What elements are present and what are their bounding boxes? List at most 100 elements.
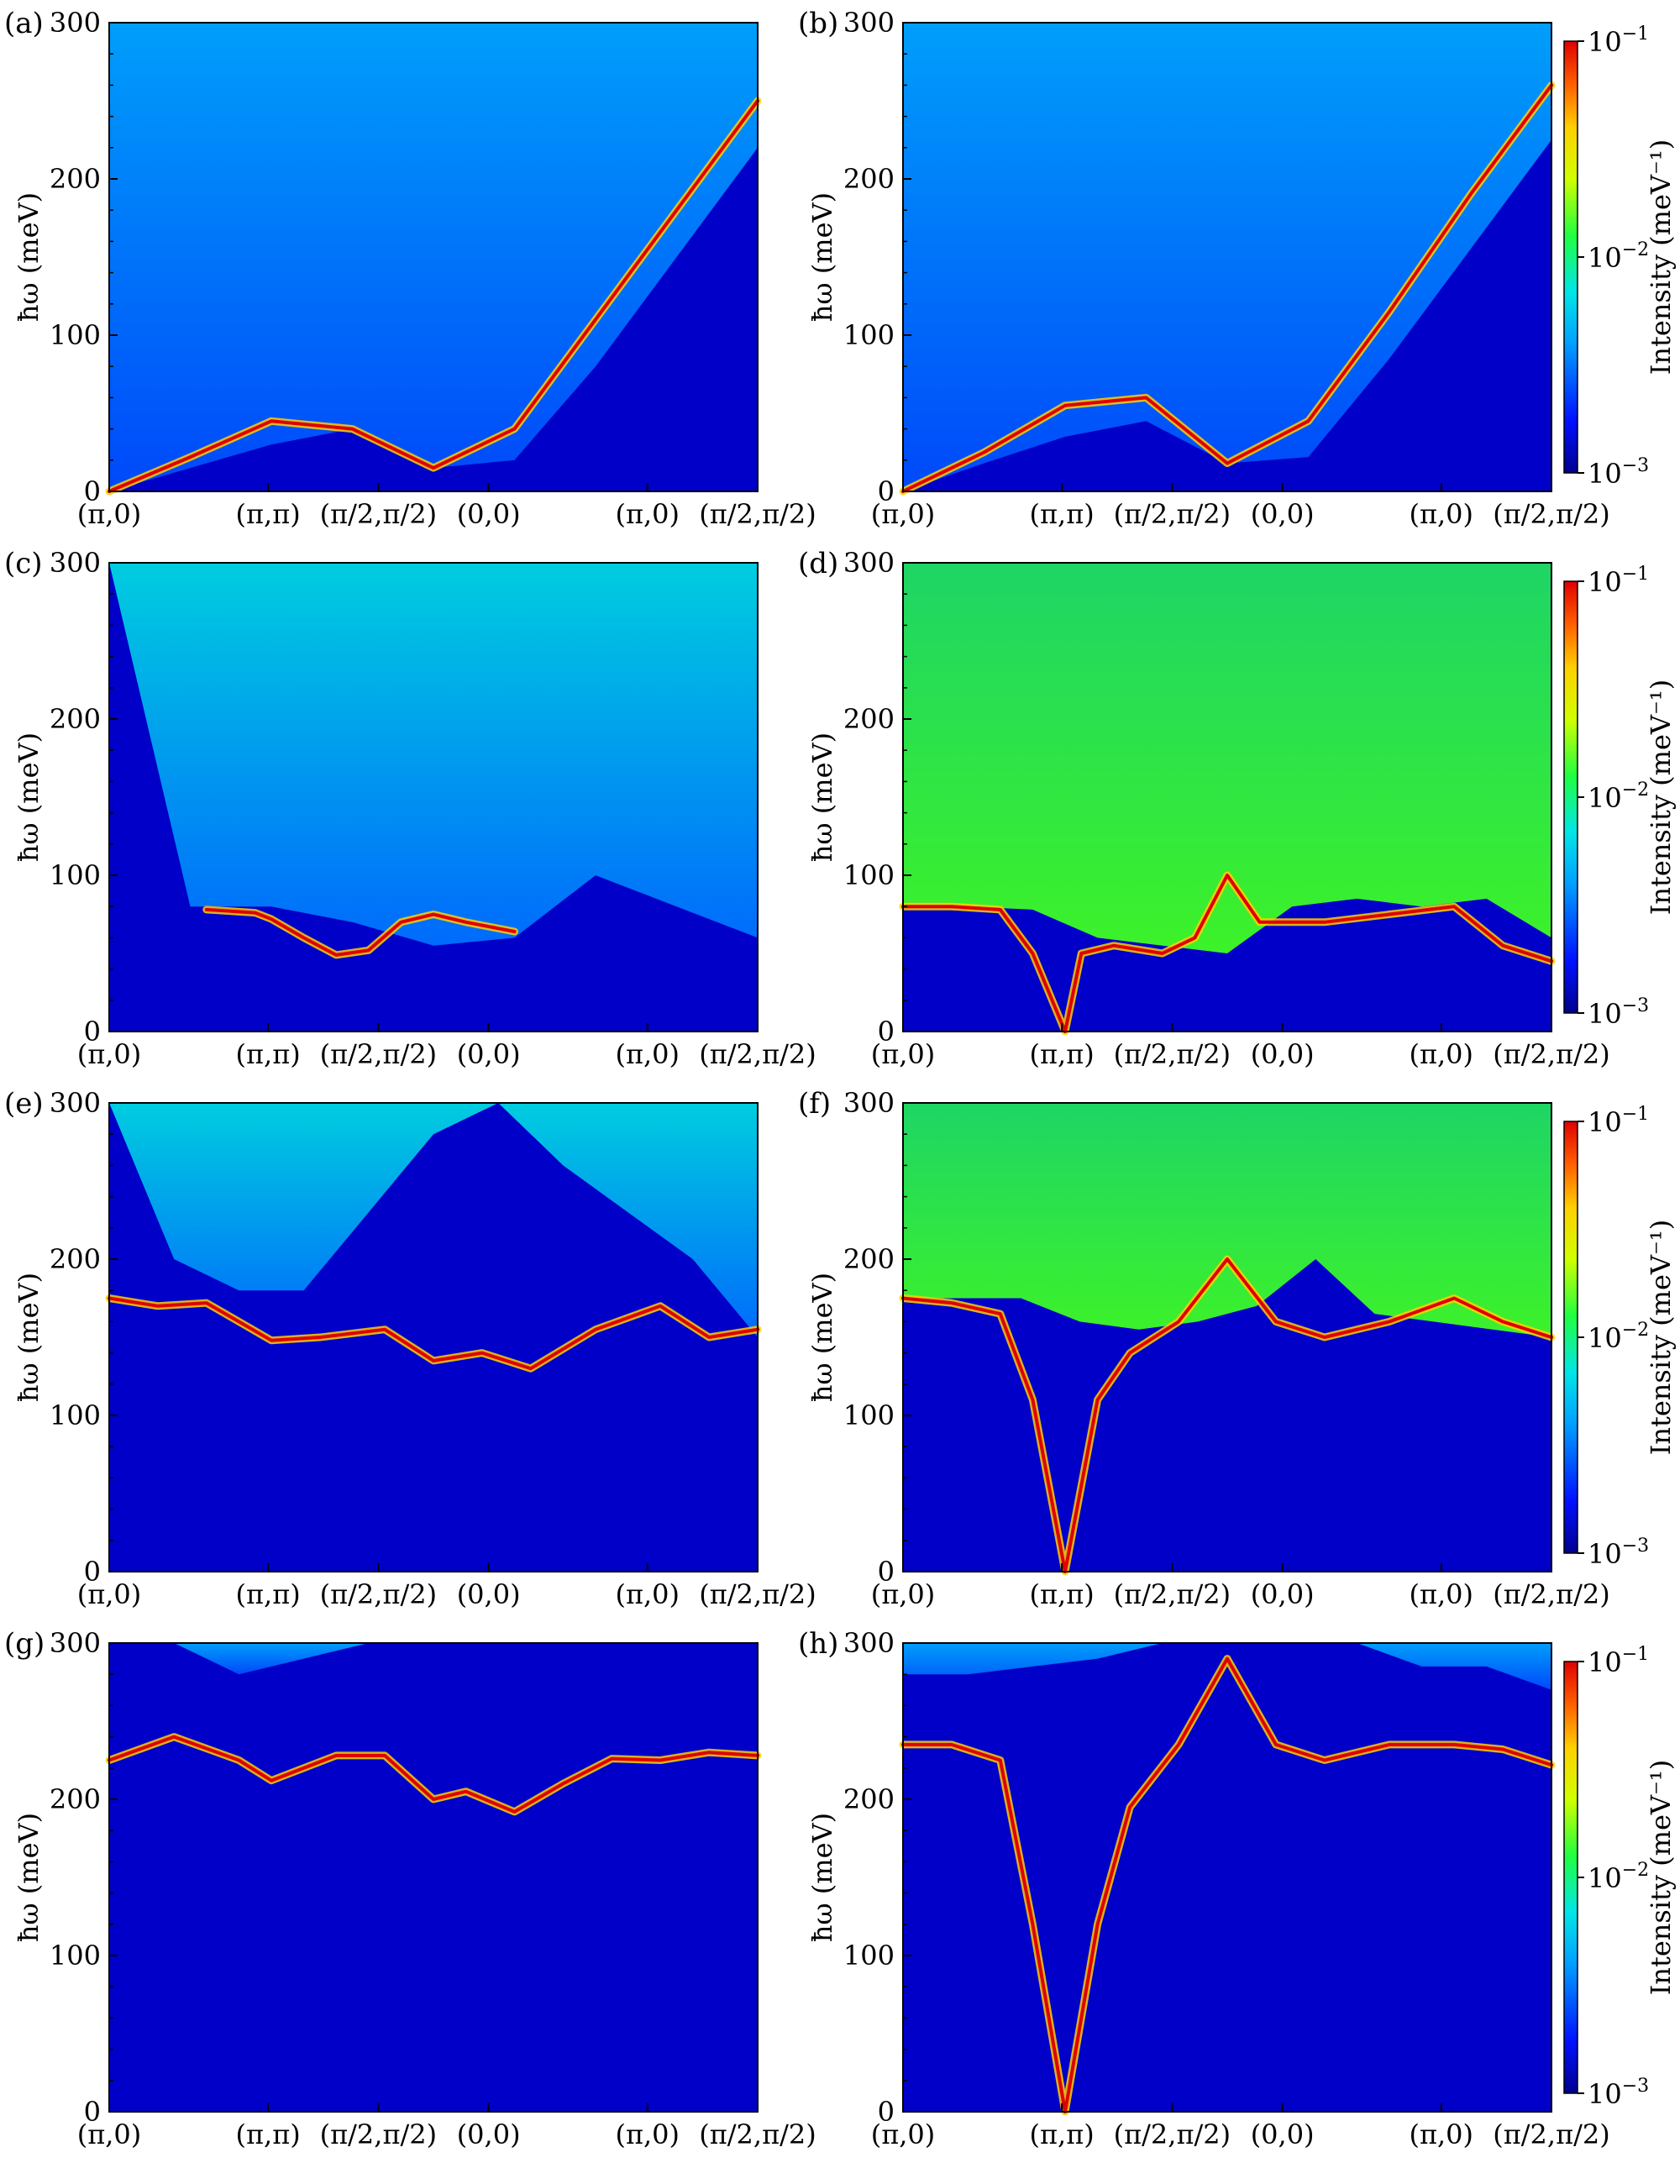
y-axis-label: ħω (meV): [806, 192, 838, 322]
continuum-region: [109, 563, 758, 946]
x-tick-label: (π,π): [1030, 498, 1095, 530]
x-tick-label: (π,0): [871, 1578, 936, 1610]
y-tick-label: 300: [50, 1087, 101, 1119]
y-tick-label: 300: [50, 1627, 101, 1659]
colorbar-tick-label: 10−3: [1588, 1536, 1649, 1570]
y-tick-label: 300: [50, 7, 101, 39]
y-tick-label: 0: [84, 2096, 101, 2128]
y-tick-label: 200: [50, 1783, 101, 1815]
colorbar-tick-label: 10−3: [1588, 2076, 1649, 2110]
y-tick-label: 100: [50, 859, 101, 891]
continuum-region: [109, 23, 758, 491]
panel-label: (d): [798, 547, 838, 580]
colorbar-gradient: [1563, 1121, 1578, 1554]
x-tick-label: (π/2,π/2): [699, 1038, 816, 1070]
axes-frame: [902, 22, 1552, 492]
colorbar-gradient: [1563, 580, 1578, 1014]
x-tick-label: (π/2,π/2): [320, 2118, 437, 2150]
band-line: [901, 874, 1553, 1033]
axes-frame: [108, 562, 759, 1032]
y-tick-label: 100: [843, 319, 895, 351]
x-tick-label: (π/2,π/2): [320, 498, 437, 530]
colorbar-f: 10−1 10−2 10−3 Intensity (meV⁻¹): [1563, 1104, 1677, 1570]
x-tick-label: (π,π): [236, 1578, 301, 1610]
colorbar-h: 10−1 10−2 10−3 Intensity (meV⁻¹): [1563, 1644, 1677, 2110]
continuum-region: [903, 1643, 1551, 1690]
panel-c: 0 100 200 300 ħω (meV) (c) (π,0) (π,π) (π/2,π/2)…: [4, 547, 816, 1070]
colorbar-tick-label: 10−1: [1588, 24, 1649, 58]
heatmap-background: [903, 1643, 1551, 2112]
y-axis-label: ħω (meV): [806, 1273, 838, 1402]
y-tick-label: 200: [843, 703, 895, 735]
y-tick-label: 300: [843, 547, 895, 579]
x-tick-label: (0,0): [1251, 1038, 1315, 1070]
y-tick-label: 200: [843, 163, 895, 195]
panel-label: (a): [4, 7, 44, 40]
x-tick-label: (π,0): [77, 1038, 142, 1070]
y-axis-label: ħω (meV): [806, 732, 838, 862]
x-tick-label: (π,0): [615, 2118, 680, 2150]
heatmap-background: [109, 1643, 758, 2112]
axes-frame: [902, 562, 1552, 1032]
x-tick-label: (0,0): [1251, 2118, 1315, 2150]
y-tick-label: 300: [50, 547, 101, 579]
panel-f: 0 100 200 300 ħω (meV) (f) (π,0) (π,π) (π/2,π/2)…: [798, 1087, 1610, 1610]
x-tick-label: (π,π): [236, 498, 301, 530]
x-tick-label: (π,0): [615, 1578, 680, 1610]
band-line: [108, 99, 759, 493]
y-tick-label: 200: [50, 1243, 101, 1275]
x-tick-label: (0,0): [1251, 498, 1315, 530]
band-line: [204, 907, 517, 957]
x-tick-label: (π,π): [236, 1038, 301, 1070]
x-tick-label: (π,π): [1030, 1038, 1095, 1070]
band-line: [901, 1257, 1553, 1573]
x-tick-label: (π,0): [615, 1038, 680, 1070]
axes-frame: [108, 1642, 759, 2113]
x-tick-label: (π/2,π/2): [699, 498, 816, 530]
y-tick-label: 200: [843, 1243, 895, 1275]
x-tick-label: (π/2,π/2): [1493, 2118, 1609, 2150]
panel-a: 0 100 200 300 ħω (meV) (a) (π,0) (π,π) (π/2,π/2)…: [4, 7, 816, 530]
y-tick-label: 100: [50, 1399, 101, 1431]
colorbar-b: 10−1 10−2 10−3 Intensity (meV⁻¹): [1563, 24, 1677, 490]
y-tick-label: 100: [843, 1399, 895, 1431]
panel-label: (g): [4, 1627, 45, 1661]
axes-frame: [902, 1642, 1552, 2113]
x-tick-label: (0,0): [1251, 1578, 1315, 1610]
y-tick-label: 100: [843, 859, 895, 891]
panels-layer: 0 100 200 300 ħω (meV) (a) (π,0) (π,π) (π/2,π/2)…: [4, 7, 1610, 2150]
continuum-region: [903, 1103, 1551, 1337]
y-tick-label: 0: [878, 1556, 895, 1588]
x-tick-label: (π/2,π/2): [1114, 1578, 1231, 1610]
x-tick-label: (π,π): [236, 2118, 301, 2150]
axes-frame: [108, 22, 759, 492]
band-line: [108, 1296, 759, 1371]
y-tick-label: 0: [84, 1556, 101, 1588]
x-tick-label: (π,0): [871, 498, 936, 530]
panel-e: 0 100 200 300 ħω (meV) (e) (π,0) (π,π) (π/2,π/2)…: [4, 1087, 816, 1610]
y-tick-label: 0: [878, 475, 895, 507]
panel-b: 0 100 200 300 ħω (meV) (b) (π,0) (π,π) (π/2,π/2)…: [798, 7, 1610, 530]
x-tick-label: (π/2,π/2): [1114, 498, 1231, 530]
y-axis-label: ħω (meV): [13, 1813, 45, 1942]
y-tick-label: 0: [84, 1016, 101, 1047]
panel-h: 0 100 200 300 ħω (meV) (h) (π,0) (π,π) (π/2,π/2)…: [798, 1627, 1610, 2150]
panel-label: (f): [798, 1087, 831, 1121]
x-tick-label: (π,0): [1409, 1038, 1473, 1070]
continuum-region: [109, 1643, 758, 1675]
y-tick-label: 0: [878, 2096, 895, 2128]
x-tick-label: (0,0): [457, 1038, 521, 1070]
x-tick-label: (π,0): [77, 2118, 142, 2150]
x-tick-label: (π/2,π/2): [1493, 498, 1609, 530]
x-tick-label: (π/2,π/2): [1493, 1578, 1609, 1610]
continuum-region: [109, 1103, 758, 1337]
y-tick-label: 100: [843, 1940, 895, 1971]
axes-frame: [902, 1102, 1552, 1572]
colorbar-tick-label: 10−1: [1588, 564, 1649, 598]
y-tick-label: 200: [50, 703, 101, 735]
x-tick-label: (π,0): [1409, 2118, 1473, 2150]
x-tick-label: (π,0): [1409, 1578, 1473, 1610]
continuum-region: [903, 563, 1551, 953]
x-tick-label: (π,π): [1030, 1578, 1095, 1610]
